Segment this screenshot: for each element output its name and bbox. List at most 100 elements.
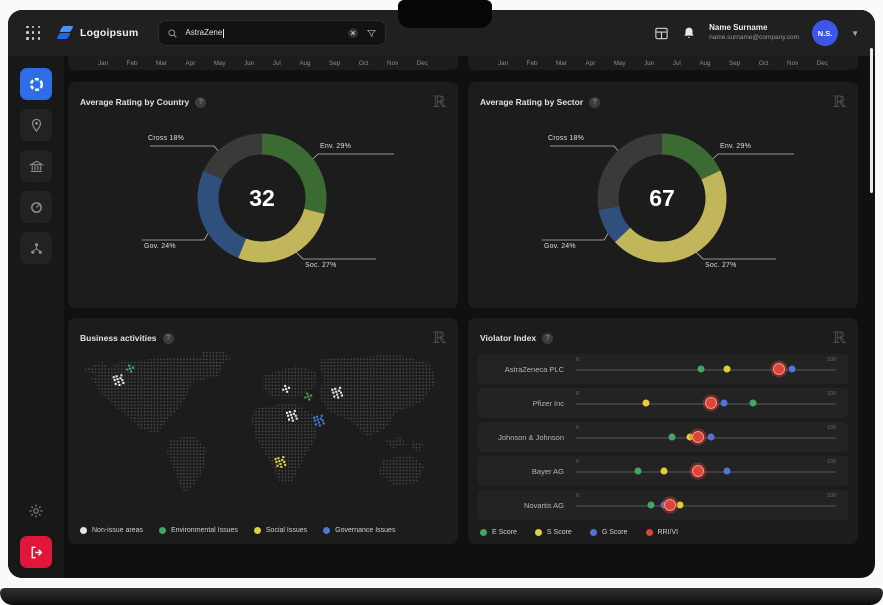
card-average-rating-by-sector: Average Rating by Sector ? ℝ 67 Cross 18…	[468, 82, 858, 308]
s-score-dot	[686, 433, 694, 441]
violator-row: Bayer AG 0 100	[478, 456, 848, 486]
sidebar-item-hierarchy-icon[interactable]	[20, 232, 52, 264]
g-score-dot	[723, 467, 731, 475]
e-score-dot	[749, 399, 757, 407]
donut-segment-gov	[197, 133, 327, 263]
legend-item: E Score	[480, 529, 517, 536]
month-label: May	[613, 59, 626, 67]
month-label: Apr	[585, 59, 596, 67]
dotted-world-map	[83, 350, 437, 491]
donut-score: 32	[249, 184, 275, 211]
avatar[interactable]: N.S.	[812, 20, 839, 46]
month-label: Jun	[644, 59, 655, 67]
device-base-bar	[0, 588, 883, 605]
company-name: Pfizer Inc	[532, 398, 564, 408]
device-notch	[398, 0, 492, 28]
card-title: Violator Index	[480, 333, 537, 343]
legend-label: Non-issue areas	[92, 527, 143, 534]
month-label: Jul	[272, 59, 281, 67]
score-track: 0 100	[576, 456, 836, 486]
s-score-dot	[642, 399, 650, 407]
company-name: Novartis AG	[523, 500, 564, 510]
legend-item: Environmental Issues	[158, 527, 238, 534]
legend-item: RRI/VI	[645, 529, 679, 536]
apps-grid-icon[interactable]	[26, 25, 41, 41]
e-score-dot	[697, 365, 705, 373]
sidebar-item-location-pin-icon[interactable]	[20, 109, 52, 141]
user-email: name.surname@company.com	[709, 34, 800, 42]
rri-score-dot	[692, 465, 705, 477]
chevron-down-icon[interactable]: ▼	[851, 28, 859, 38]
segment-label-cross: Cross 18%	[548, 135, 585, 142]
month-label: Feb	[126, 59, 138, 67]
e-score-dot	[647, 501, 655, 509]
help-icon[interactable]: ?	[542, 332, 554, 344]
dashboard-layout-icon[interactable]	[654, 26, 669, 41]
settings-gear-icon[interactable]	[20, 495, 52, 527]
score-track: 0 100	[576, 422, 836, 452]
donut-segment-soc	[197, 133, 327, 263]
violator-rows: AstraZeneca PLC 0 100 Pfizer Inc 0 100 Johnson…	[478, 354, 848, 524]
scrollbar-thumb[interactable]	[870, 48, 873, 193]
legend-dot	[253, 527, 261, 534]
logo[interactable]: Logoipsum	[56, 26, 138, 40]
legend-dot	[323, 527, 331, 534]
search-value: AstraZene	[185, 28, 225, 38]
brand-watermark: ℝ	[832, 328, 846, 347]
rri-score-dot	[705, 397, 718, 409]
violator-row: Johnson & Johnson 0 100	[478, 422, 848, 452]
month-label: Jan	[498, 59, 509, 67]
month-label: May	[213, 59, 226, 67]
month-label: Oct	[758, 59, 769, 67]
help-icon[interactable]: ?	[195, 96, 207, 108]
donut-segment-soc	[597, 133, 727, 263]
card-title: Average Rating by Country	[80, 97, 190, 107]
sidebar-item-donut-chart-icon[interactable]	[20, 191, 52, 223]
s-score-dot	[660, 467, 668, 475]
e-score-dot	[668, 433, 676, 441]
company-name: AstraZeneca PLC	[504, 364, 564, 374]
segment-label-env: Env. 29%	[320, 143, 352, 150]
month-label: Sep	[729, 59, 741, 67]
legend-label: S Score	[546, 529, 572, 536]
legend-label: Governance Issues	[335, 527, 396, 534]
month-label: Dec	[416, 59, 428, 67]
sidebar-item-bank-icon[interactable]	[20, 150, 52, 182]
search-input[interactable]: AstraZene	[158, 20, 387, 46]
notifications-bell-icon[interactable]	[682, 26, 696, 40]
legend-label: G Score	[601, 529, 628, 536]
month-label: Oct	[358, 59, 369, 67]
rri-score-dot	[663, 499, 676, 511]
score-track: 0 100	[576, 388, 836, 418]
violator-row: Pfizer Inc 0 100	[478, 388, 848, 418]
clear-search-icon[interactable]	[347, 27, 359, 39]
segment-label-gov: Gov. 24%	[144, 243, 176, 250]
month-label: Jun	[244, 59, 255, 67]
user-name: Name Surname	[709, 23, 768, 33]
card-average-rating-by-country: Average Rating by Country ? ℝ 32 Cross 1…	[68, 82, 458, 308]
segment-label-soc: Soc. 27%	[705, 262, 737, 269]
help-icon[interactable]: ?	[162, 332, 174, 344]
help-icon[interactable]: ?	[589, 96, 601, 108]
sidebar-item-donut-segments-icon[interactable]	[20, 68, 52, 100]
score-track: 0 100	[576, 490, 836, 520]
logout-button[interactable]	[20, 536, 52, 568]
filter-icon[interactable]	[366, 28, 377, 39]
brand-watermark: ℝ	[432, 328, 446, 347]
legend-dot	[158, 527, 166, 534]
legend-item: S Score	[534, 529, 572, 536]
segment-label-env: Env. 29%	[720, 143, 752, 150]
violator-row: Novartis AG 0 100	[478, 490, 848, 520]
legend-label: E Score	[492, 529, 517, 536]
legend-item: Non-issue areas	[80, 527, 143, 534]
month-label: Aug	[699, 59, 711, 67]
company-name: Bayer AG	[531, 466, 564, 476]
card-business-activities: Business activities ? ℝ	[68, 318, 458, 544]
month-label: Nov	[787, 59, 799, 67]
legend-label: RRI/VI	[657, 529, 679, 536]
e-score-dot	[634, 467, 642, 475]
donut-score: 67	[649, 184, 675, 211]
segment-label-cross: Cross 18%	[148, 135, 185, 142]
month-label: Dec	[816, 59, 828, 67]
month-label: Mar	[156, 59, 167, 67]
